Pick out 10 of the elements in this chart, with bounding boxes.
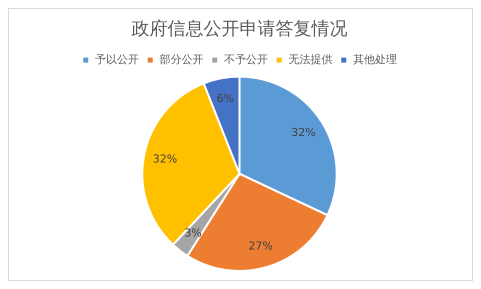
legend-label: 其他处理 — [352, 52, 397, 66]
legend-label: 部分公开 — [159, 52, 204, 66]
data-label: 27% — [248, 239, 273, 252]
chart-title: 政府信息公开申请答复情况 — [132, 18, 348, 40]
legend-label: 不予公开 — [224, 52, 268, 66]
data-label: 32% — [291, 126, 316, 140]
legend-label: 无法提供 — [288, 52, 332, 66]
data-label: 6% — [216, 92, 234, 106]
legend-label: 予以公开 — [94, 52, 139, 66]
data-label: 32% — [152, 152, 178, 166]
